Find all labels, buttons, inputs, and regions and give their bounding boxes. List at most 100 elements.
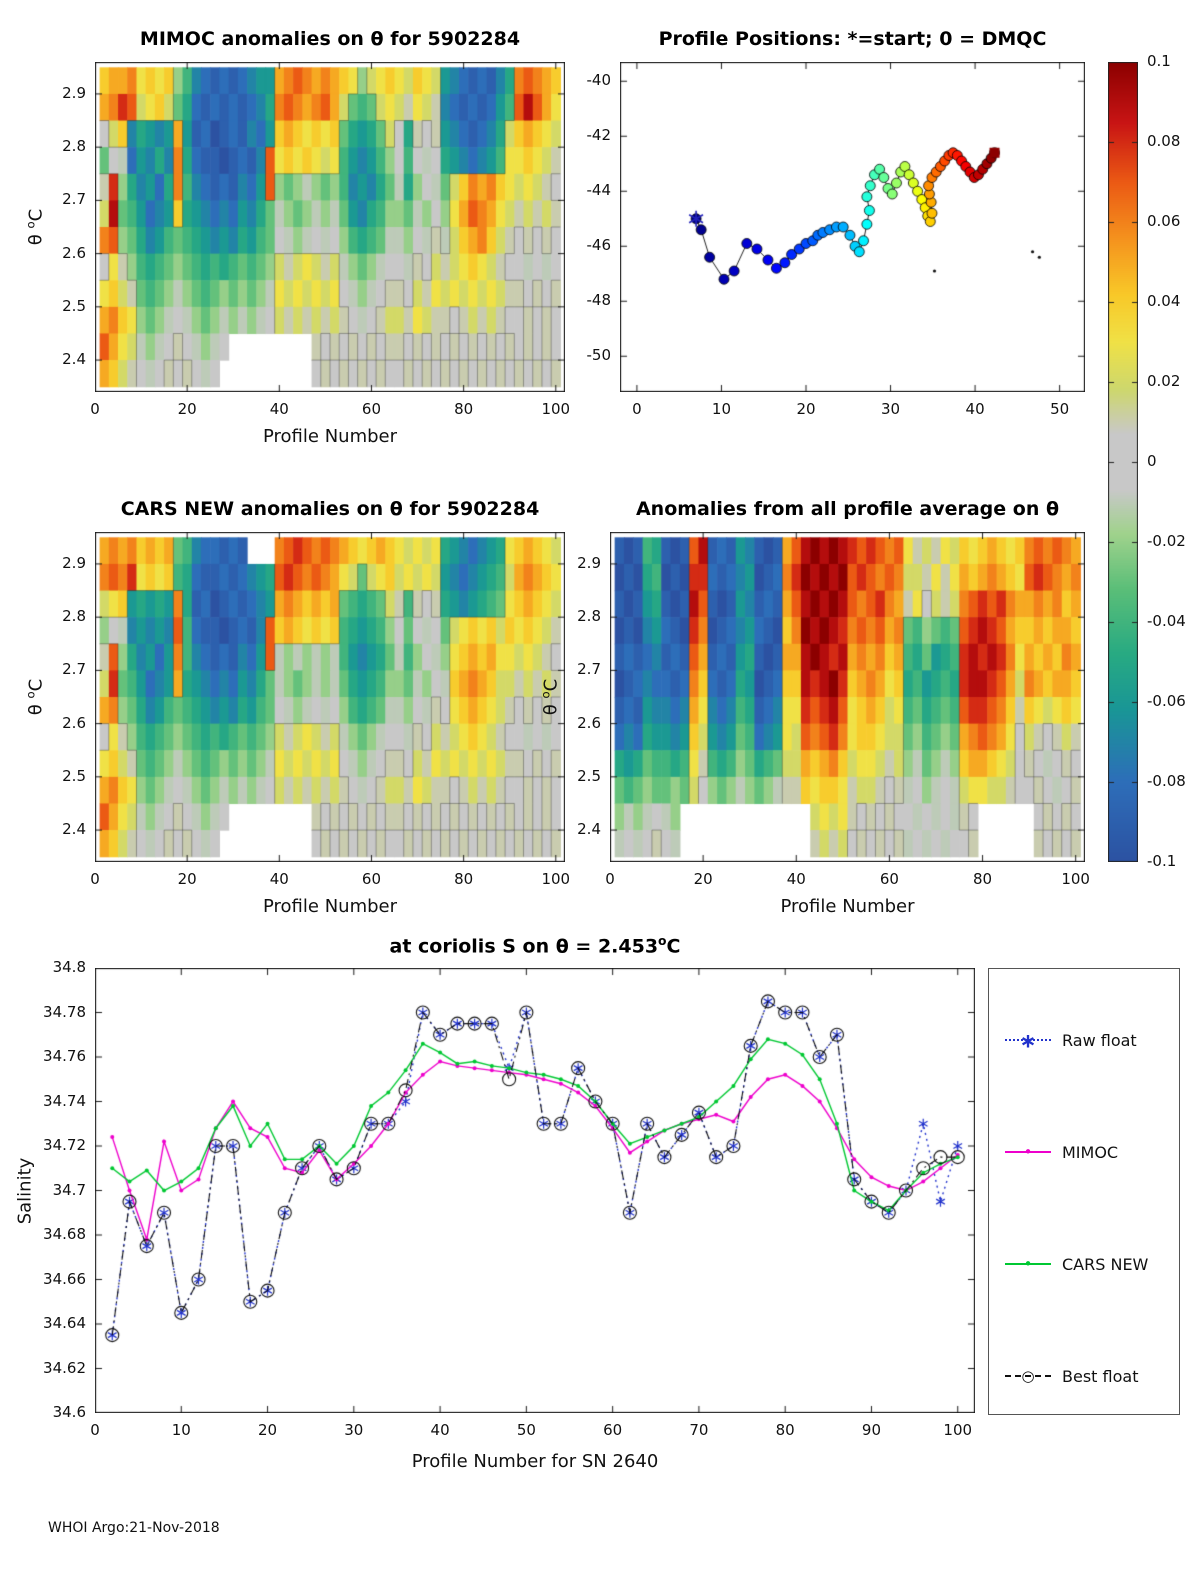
x-tick-label: 0 [605,870,615,888]
x-tick-label: 100 [1061,870,1090,888]
x-tick-label: 0 [90,400,100,418]
legend-sample-line: • [1005,1145,1051,1160]
y-tick-label: 2.7 [577,660,601,679]
colorbar-tick-label: -0.1 [1147,852,1177,870]
salinity-line-chart [95,968,975,1413]
mimoc-title: MIMOC anomalies on θ for 5902284 [139,28,521,50]
x-tick-label: 70 [689,1421,709,1439]
legend-marker-dot-icon: • [1023,1143,1033,1162]
y-tick-label: 34.62 [43,1358,86,1377]
x-tick-label: 60 [361,870,382,888]
y-tick-label: -50 [586,346,612,365]
colorbar-gradient [1108,62,1138,862]
x-tick-label: 10 [171,1421,191,1439]
y-tick-label: -44 [586,181,612,200]
y-tick-label: 34.64 [43,1314,86,1332]
average-anomalies-title: Anomalies from all profile average on θ [635,498,1060,520]
colorbar-tick-label: 0.06 [1147,212,1181,230]
x-axis-label: Profile Number [263,896,397,917]
y-tick-label: 2.6 [62,713,86,732]
legend-label: CARS NEW [1062,1254,1149,1274]
colorbar-tick-label: 0 [1147,452,1157,470]
y-tick-label: 34.72 [43,1136,86,1154]
x-tick-label: 20 [177,870,197,888]
legend-marker-circle-icon: ○ [1021,1367,1035,1386]
x-tick-label: 20 [796,400,816,418]
cars-heatmap [95,532,565,862]
x-tick-label: 100 [541,400,571,418]
colorbar-tick-label: -0.02 [1147,532,1186,550]
y-tick-label: 34.66 [43,1269,86,1288]
colorbar-tick-label: -0.04 [1147,612,1186,630]
y-axis-label-theta: θ oC [538,678,562,716]
average-heatmap [610,532,1085,862]
x-tick-label: 80 [454,870,474,888]
x-tick-label: 10 [711,400,731,418]
y-tick-label: 2.6 [577,713,601,732]
y-axis-label-theta: θ oC [23,678,47,716]
legend-marker-asterisk-icon: ∗ [1019,1028,1037,1053]
y-tick-label: 2.7 [62,190,86,209]
legend-sample-line: • [1005,1257,1051,1272]
x-tick-label: 100 [541,870,571,888]
subplot-salinity-comparison: at coriolis S on θ = 2.453oC Salinity Pr… [15,934,975,1472]
colorbar-tick-label: -0.06 [1147,692,1186,710]
y-tick-label: 34.7 [52,1180,86,1199]
colorbar-tick-label: 0.08 [1147,132,1181,150]
y-tick-label: 2.5 [62,296,86,315]
y-tick-label: 34.78 [43,1002,86,1021]
legend-item-cars: • CARS NEW [1005,1251,1173,1277]
y-tick-label: 2.9 [577,553,601,572]
x-tick-label: 20 [258,1421,278,1439]
y-tick-label: 2.8 [62,607,86,626]
x-tick-label: 60 [361,400,382,418]
x-tick-label: 60 [879,870,899,888]
legend-label: Best float [1062,1366,1139,1386]
x-tick-label: 20 [177,400,197,418]
y-tick-label: 34.74 [43,1091,86,1110]
trajectory-map [620,62,1085,392]
x-tick-label: 90 [861,1421,882,1439]
y-tick-label: 2.5 [577,766,601,785]
colorbar: 0.1 0.08 0.06 0.04 0.02 0 -0.02 -0.04 -0.06 -0.08… [1108,52,1186,870]
legend-item-mimoc: • MIMOC [1005,1139,1173,1165]
y-tick-label: 34.76 [43,1047,86,1065]
x-tick-label: 100 [943,1421,973,1439]
y-tick-label: -46 [586,236,612,255]
y-tick-label: 34.8 [52,958,86,976]
y-tick-label: 2.8 [62,137,86,156]
salinity-title: at coriolis S on θ = 2.453oC [389,934,681,958]
x-tick-label: 20 [693,870,713,888]
y-tick-label: 2.4 [577,820,601,839]
subplot-mimoc-anomalies: MIMOC anomalies on θ for 5902284 θ oC Pr… [24,28,571,447]
y-tick-label: 2.9 [62,553,86,572]
x-tick-label: 50 [1050,400,1070,418]
legend: ∗ Raw float • MIMOC • CARS NEW ○ Best float [988,968,1180,1415]
x-tick-label: 40 [269,870,289,888]
y-tick-label: 2.9 [62,83,86,102]
profile-positions-title: Profile Positions: *=start; 0 = DMQC [658,28,1047,50]
y-tick-label: -40 [586,71,612,90]
y-tick-label: 2.7 [62,660,86,679]
legend-label: Raw float [1062,1030,1137,1050]
legend-label: MIMOC [1062,1142,1119,1162]
colorbar-tick-label: -0.08 [1147,772,1186,790]
x-axis-label: Profile Number for SN 2640 [411,1451,659,1472]
y-tick-label: 34.6 [52,1403,86,1421]
y-tick-label: 2.4 [62,350,86,369]
legend-item-raw: ∗ Raw float [1005,1027,1173,1053]
x-tick-label: 40 [269,400,289,418]
x-tick-label: 80 [973,870,993,888]
subplot-profile-positions: Profile Positions: *=start; 0 = DMQC 0 10… [587,28,1085,418]
legend-sample-line: ○ [1005,1369,1051,1384]
colorbar-tick-label: 0.04 [1147,292,1181,310]
x-tick-label: 80 [775,1421,795,1439]
x-axis-label: Profile Number [780,896,915,917]
y-axis-label-salinity: Salinity [14,1157,36,1224]
x-tick-label: 40 [786,870,806,888]
x-tick-label: 30 [344,1421,364,1439]
y-tick-label: -42 [586,126,612,145]
cars-title: CARS NEW anomalies on θ for 5902284 [120,498,540,520]
x-tick-label: 40 [430,1421,450,1439]
